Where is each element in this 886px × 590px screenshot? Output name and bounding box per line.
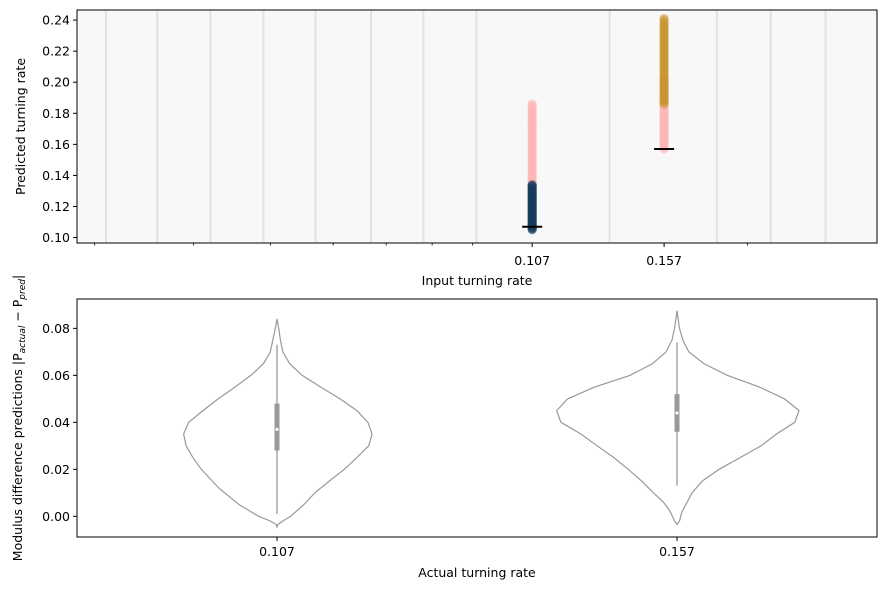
scatter-y-axis-label: Predicted turning rate xyxy=(13,58,28,195)
scatter-gridlines xyxy=(104,10,827,243)
violin-median xyxy=(275,427,279,431)
scatter-y-tick-label: 0.16 xyxy=(42,137,70,152)
scatter-y-axis: 0.10 0.12 0.14 0.16 0.18 0.20 0.22 0.24 xyxy=(42,13,77,245)
scatter-x-tick-label: 0.157 xyxy=(646,253,682,268)
violin-y-axis-label: Modulus difference predictions |Pactual … xyxy=(10,275,28,561)
violin-y-axis-label-sub-pred: pred xyxy=(18,279,28,301)
violin-x-axis: 0.107 0.157 xyxy=(259,537,695,559)
violin-y-axis-label-mid: − P xyxy=(10,299,25,325)
scatter-frame xyxy=(76,9,878,244)
scatter-points xyxy=(527,13,669,235)
violins xyxy=(182,310,800,529)
scatter-y-tick-label: 0.10 xyxy=(42,230,70,245)
violin-y-axis-label-end: | xyxy=(10,275,25,279)
violin-frame xyxy=(76,298,878,538)
scatter-x-axis-label: Input turning rate xyxy=(422,273,533,288)
violin-x-tick-label: 0.107 xyxy=(259,544,295,559)
scatter-y-tick-label: 0.14 xyxy=(42,168,70,183)
violin-panel: 0.00 0.02 0.04 0.06 0.08 0.107 0.157 Actual t… xyxy=(10,275,878,580)
violin-y-tick-label: 0.06 xyxy=(42,368,70,383)
violin-median xyxy=(675,411,679,415)
violin-y-axis-label-main: Modulus difference predictions |P xyxy=(10,353,25,561)
scatter-y-tick-label: 0.24 xyxy=(42,13,70,28)
scatter-x-tick-label: 0.107 xyxy=(514,253,550,268)
scatter-point xyxy=(659,13,669,24)
violin-x-axis-label: Actual turning rate xyxy=(418,565,536,580)
scatter-panel: 0.100.120.140.160.180.200.220.24 0.107 0.… xyxy=(13,9,878,288)
scatter-y-tick-label: 0.12 xyxy=(42,199,70,214)
scatter-y-tick-label: 0.20 xyxy=(42,75,70,90)
scatter-point xyxy=(527,180,537,190)
violin-iqr-box xyxy=(274,403,280,451)
violin-y-axis: 0.00 0.02 0.04 0.06 0.08 xyxy=(42,321,77,524)
scatter-y-tick-label: 0.22 xyxy=(42,44,70,59)
violin-y-tick-label: 0.02 xyxy=(42,462,70,477)
scatter-y-tick-label: 0.18 xyxy=(42,106,70,121)
violin-y-tick-label: 0.04 xyxy=(42,415,70,430)
scatter-x-axis: 0.107 0.157 xyxy=(94,243,748,268)
violin-x-tick-label: 0.157 xyxy=(659,544,695,559)
actual-rate-markers xyxy=(522,148,675,228)
scatter-point xyxy=(527,99,537,109)
violin-y-axis-label-sub-actual: actual xyxy=(18,325,28,353)
violin-y-tick-label: 0.08 xyxy=(42,321,70,336)
violin-y-tick-label: 0.00 xyxy=(42,509,70,524)
